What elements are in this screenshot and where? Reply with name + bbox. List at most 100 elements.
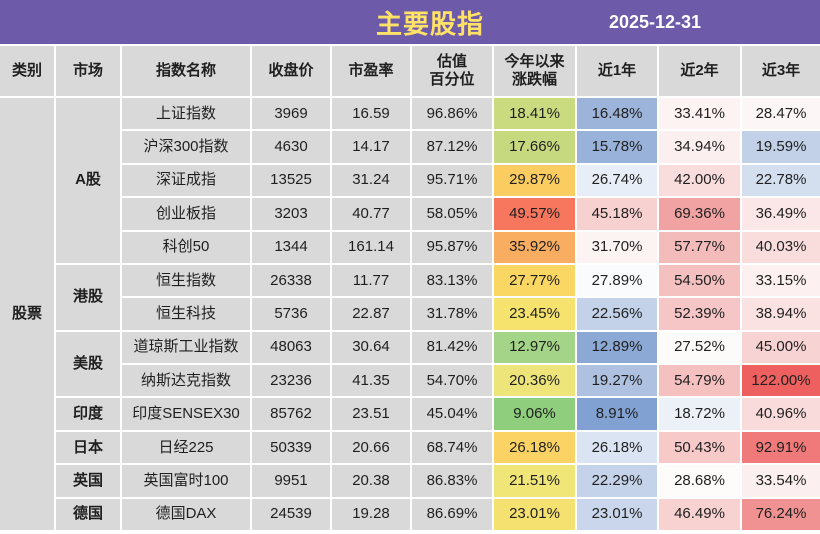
valuation-percentile: 95.71% xyxy=(412,164,492,197)
change-1y: 27.89% xyxy=(577,264,657,297)
ytd-change: 49.57% xyxy=(494,198,575,230)
valuation-percentile: 31.78% xyxy=(412,298,492,330)
ytd-change: 20.36% xyxy=(494,365,575,397)
market-cell: 英国 xyxy=(56,465,120,497)
ytd-change: 21.51% xyxy=(494,465,575,497)
column-header-7: 今年以来 涨跌幅 xyxy=(494,46,575,96)
pe-ratio: 161.14 xyxy=(332,231,410,263)
close-price: 13525 xyxy=(252,164,330,197)
change-1y: 45.18% xyxy=(577,198,657,230)
change-1y: 26.74% xyxy=(577,164,657,197)
market-cell: 德国 xyxy=(56,498,120,530)
close-price: 9951 xyxy=(252,465,330,497)
column-header-8: 近1年 xyxy=(577,46,657,96)
change-2y: 69.36% xyxy=(659,198,740,230)
column-header-6: 估值 百分位 xyxy=(412,46,492,96)
valuation-percentile: 68.74% xyxy=(412,431,492,464)
index-name: 恒生指数 xyxy=(122,264,250,297)
market-cell: 印度 xyxy=(56,398,120,430)
ytd-change: 23.45% xyxy=(494,298,575,330)
change-2y: 27.52% xyxy=(659,331,740,364)
index-name: 日经225 xyxy=(122,431,250,464)
change-2y: 18.72% xyxy=(659,398,740,430)
column-header-9: 近2年 xyxy=(659,46,740,96)
close-price: 1344 xyxy=(252,231,330,263)
index-name: 道琼斯工业指数 xyxy=(122,331,250,364)
change-1y: 26.18% xyxy=(577,431,657,464)
ytd-change: 27.77% xyxy=(494,264,575,297)
change-1y: 16.48% xyxy=(577,98,657,130)
change-3y: 92.91% xyxy=(742,431,820,464)
index-name: 纳斯达克指数 xyxy=(122,365,250,397)
pe-ratio: 23.51 xyxy=(332,398,410,430)
change-3y: 40.96% xyxy=(742,398,820,430)
change-3y: 22.78% xyxy=(742,164,820,197)
ytd-change: 17.66% xyxy=(494,131,575,163)
column-header-5: 市盈率 xyxy=(332,46,410,96)
change-2y: 54.50% xyxy=(659,264,740,297)
change-2y: 57.77% xyxy=(659,231,740,263)
pe-ratio: 11.77 xyxy=(332,264,410,297)
pe-ratio: 41.35 xyxy=(332,365,410,397)
change-3y: 19.59% xyxy=(742,131,820,163)
pe-ratio: 16.59 xyxy=(332,98,410,130)
index-name: 印度SENSEX30 xyxy=(122,398,250,430)
change-3y: 122.00% xyxy=(742,365,820,397)
pe-ratio: 30.64 xyxy=(332,331,410,364)
change-2y: 28.68% xyxy=(659,465,740,497)
index-table: 类别 市场 指数名称 收盘价 市盈率 估值 百分位 今年以来 涨跌幅 近1年 近2年 近3年 股票 A… xyxy=(0,46,820,530)
change-1y: 22.56% xyxy=(577,298,657,330)
index-name: 沪深300指数 xyxy=(122,131,250,163)
index-name: 深证成指 xyxy=(122,164,250,197)
change-2y: 50.43% xyxy=(659,431,740,464)
valuation-percentile: 86.83% xyxy=(412,465,492,497)
index-name: 德国DAX xyxy=(122,498,250,530)
pe-ratio: 14.17 xyxy=(332,131,410,163)
valuation-percentile: 87.12% xyxy=(412,131,492,163)
valuation-percentile: 45.04% xyxy=(412,398,492,430)
index-name: 科创50 xyxy=(122,231,250,263)
close-price: 5736 xyxy=(252,298,330,330)
title-bar: 主要股指 2025-12-31 xyxy=(0,0,820,44)
ytd-change: 9.06% xyxy=(494,398,575,430)
change-2y: 42.00% xyxy=(659,164,740,197)
change-2y: 54.79% xyxy=(659,365,740,397)
close-price: 24539 xyxy=(252,498,330,530)
change-3y: 28.47% xyxy=(742,98,820,130)
pe-ratio: 31.24 xyxy=(332,164,410,197)
change-1y: 23.01% xyxy=(577,498,657,530)
valuation-percentile: 58.05% xyxy=(412,198,492,230)
change-1y: 15.78% xyxy=(577,131,657,163)
pe-ratio: 19.28 xyxy=(332,498,410,530)
valuation-percentile: 54.70% xyxy=(412,365,492,397)
change-1y: 22.29% xyxy=(577,465,657,497)
close-price: 3203 xyxy=(252,198,330,230)
change-2y: 46.49% xyxy=(659,498,740,530)
market-cell: 日本 xyxy=(56,431,120,464)
change-3y: 76.24% xyxy=(742,498,820,530)
close-price: 26338 xyxy=(252,264,330,297)
change-2y: 52.39% xyxy=(659,298,740,330)
change-3y: 33.54% xyxy=(742,465,820,497)
change-1y: 8.91% xyxy=(577,398,657,430)
index-name: 恒生科技 xyxy=(122,298,250,330)
column-header-1: 类别 xyxy=(0,46,54,96)
valuation-percentile: 81.42% xyxy=(412,331,492,364)
ytd-change: 18.41% xyxy=(494,98,575,130)
column-header-10: 近3年 xyxy=(742,46,820,96)
pe-ratio: 40.77 xyxy=(332,198,410,230)
index-name: 上证指数 xyxy=(122,98,250,130)
category-cell: 股票 xyxy=(0,98,54,530)
ytd-change: 29.87% xyxy=(494,164,575,197)
index-name: 创业板指 xyxy=(122,198,250,230)
ytd-change: 26.18% xyxy=(494,431,575,464)
change-2y: 34.94% xyxy=(659,131,740,163)
column-header-4: 收盘价 xyxy=(252,46,330,96)
page-title: 主要股指 xyxy=(375,8,484,39)
close-price: 3969 xyxy=(252,98,330,130)
market-cell: 美股 xyxy=(56,331,120,397)
close-price: 85762 xyxy=(252,398,330,430)
pe-ratio: 20.66 xyxy=(332,431,410,464)
change-1y: 19.27% xyxy=(577,365,657,397)
